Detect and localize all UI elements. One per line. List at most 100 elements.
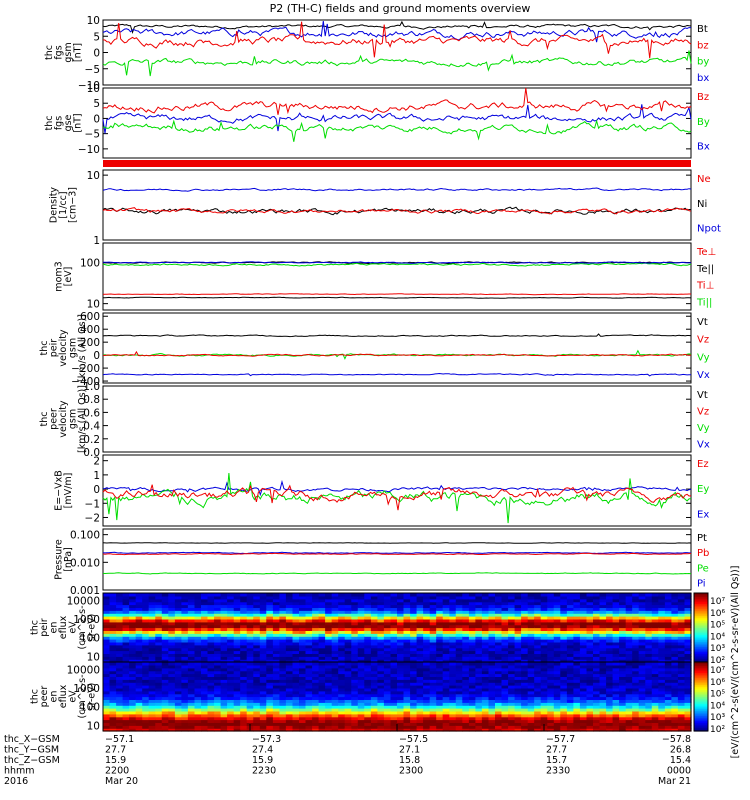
spectrogram-cell [488,722,496,726]
spectrogram-cell [116,667,124,672]
spectrogram-cell [468,702,476,706]
spectrogram-cell [331,708,339,712]
spectrogram-cell [370,633,378,637]
spectrogram-cell [442,713,450,718]
spectrogram-cell [181,641,189,646]
spectrogram-cell [240,647,248,652]
spectrogram-cell [566,601,574,606]
spectrogram-cell [351,659,359,663]
spectrogram-cell [357,630,365,634]
spectrogram-cell [403,679,411,683]
spectrogram-cell [619,598,627,603]
spectrogram-cell [534,716,542,721]
spectrogram-cell [566,682,574,686]
spectrogram-cell [272,679,280,683]
spectrogram-cell [116,604,124,608]
spectrogram-cell [129,710,137,715]
spectrogram-cell [527,719,535,723]
spectrogram-cell [508,633,516,637]
spectrogram-cell [553,667,561,672]
spectrogram-cell [135,618,143,623]
spectrogram-cell [246,676,254,680]
spectrogram-cell [436,593,444,597]
spectrogram-cell [318,682,326,686]
spectrogram-cell [495,710,503,715]
spectrogram-cell [285,676,293,680]
spectrogram-cell [129,644,137,649]
panel-ylabel-line: [km/s (All Qs)] [77,385,88,453]
spectrogram-cell [436,595,444,600]
spectrogram-cell [207,621,215,626]
spectrogram-cell [181,670,189,675]
spectrogram-cell [344,682,352,686]
spectrogram-cell [619,664,627,669]
spectrogram-cell [429,705,437,709]
spectrogram-cell [377,616,385,620]
spectrogram-cell [155,659,163,663]
spectrogram-cell [462,713,470,718]
panel-ylabel-line: eV [68,690,79,703]
spectrogram-cell [397,621,405,626]
spectrogram-cell [638,618,646,623]
spectrogram-cell [579,667,587,672]
spectrogram-cell [436,690,444,695]
spectrogram-cell [671,607,679,611]
spectrogram-cell [253,693,261,698]
spectrogram-cell [553,595,561,600]
spectrogram-cell [390,659,398,663]
spectrogram-cell [364,702,372,706]
spectrogram-cell [455,702,463,706]
spectrogram-cell [214,607,222,611]
spectrogram-cell [547,710,555,715]
spectrogram-cell [612,639,620,643]
colorbar-step [694,665,708,668]
spectrogram-cell [201,662,209,666]
spectrogram-cell [410,659,418,663]
spectrogram-cell [312,713,320,718]
spectrogram-cell [514,676,522,680]
spectrogram-cell [174,705,182,709]
spectrogram-cell [521,607,529,611]
spectrogram-cell [377,664,385,669]
spectrogram-cell [116,716,124,721]
spectrogram-cell [527,630,535,634]
spectrogram-cell [390,601,398,606]
spectrogram-cell [579,630,587,634]
spectrogram-cell [201,604,209,608]
spectrogram-cell [521,593,529,597]
spectrogram-cell [312,659,320,663]
colorbar-step [694,682,708,686]
spectrogram-cell [325,641,333,646]
spectrogram-cell [122,610,130,614]
spectrogram-cell [632,690,640,695]
spectrogram-cell [521,633,529,637]
spectrogram-cell [534,659,542,663]
spectrogram-cell [103,639,111,643]
spectrogram-cell [553,682,561,686]
spectrogram-cell [109,716,117,721]
spectrogram-cell [586,679,594,683]
spectrogram-cell [534,601,542,606]
spectrogram-cell [214,728,222,732]
spectrogram-cell [279,705,287,709]
spectrogram-cell [645,647,653,652]
spectrogram-cell [586,670,594,675]
colorbar-step [694,718,708,722]
spectrogram-cell [553,636,561,640]
spectrogram-cell [462,621,470,626]
spectrogram-cell [325,593,333,597]
spectrogram-cell [442,667,450,672]
spectrogram-cell [514,627,522,631]
spectrogram-cell [135,664,143,669]
spectrogram-cell [155,713,163,718]
spectrogram-cell [664,601,672,606]
spectrogram-cell [312,662,320,666]
colorbar-step [694,727,708,730]
y-tick-label: 0.010 [70,557,100,569]
spectrogram-cell [142,607,150,611]
spectrogram-cell [593,656,601,660]
spectrogram-cell [325,644,333,649]
spectrogram-cell [573,725,581,729]
spectrogram-cell [521,627,529,631]
